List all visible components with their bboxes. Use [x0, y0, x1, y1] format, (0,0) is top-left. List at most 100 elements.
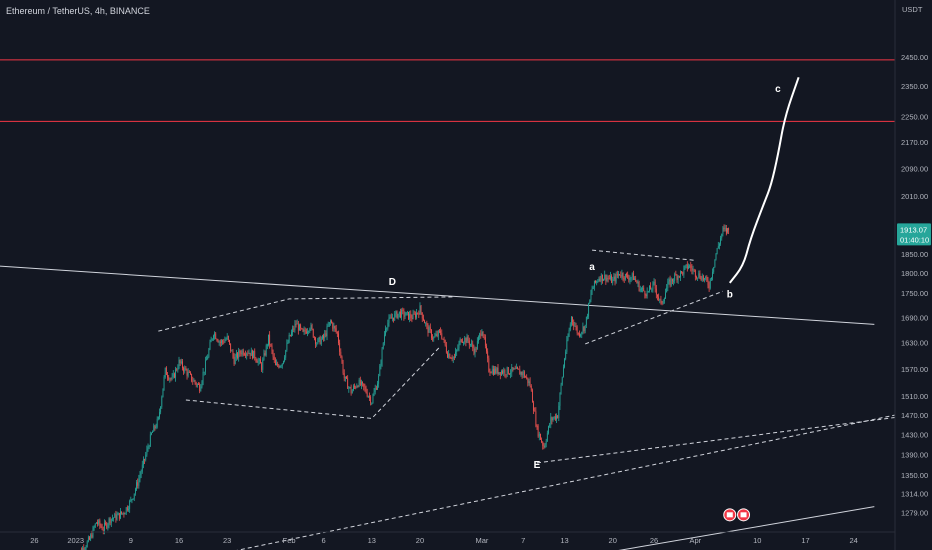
candle: [225, 337, 227, 342]
candle: [623, 276, 625, 284]
trendline-0[interactable]: [0, 265, 875, 325]
candle: [115, 510, 117, 523]
candle: [300, 323, 302, 331]
candle: [511, 363, 513, 377]
candle: [419, 302, 421, 315]
candle: [483, 334, 485, 340]
candle: [629, 275, 631, 285]
trendline-1[interactable]: [185, 345, 441, 419]
candle: [155, 423, 157, 430]
candle: [599, 275, 601, 283]
candle: [694, 269, 696, 281]
trendline-5[interactable]: [585, 290, 724, 345]
candle: [632, 270, 634, 281]
flag-icon[interactable]: [737, 508, 751, 522]
candle: [699, 270, 701, 280]
price-tick-label: 1350.00: [901, 471, 928, 480]
candle: [580, 333, 582, 338]
candle: [502, 369, 503, 375]
candle: [675, 270, 677, 276]
candle: [590, 289, 592, 303]
flag-icon[interactable]: [723, 508, 737, 522]
candle: [107, 522, 109, 531]
candle: [123, 511, 125, 518]
candle: [497, 364, 499, 376]
candle: [383, 331, 385, 346]
candle: [484, 334, 486, 349]
candle: [528, 378, 530, 386]
time-tick-label: 23: [223, 536, 231, 545]
candle: [346, 375, 347, 380]
candle: [649, 285, 650, 293]
candle: [169, 377, 171, 383]
trendline-2[interactable]: [158, 296, 455, 332]
candle: [714, 259, 716, 268]
wave-label-c: c: [775, 84, 781, 95]
candle: [689, 264, 691, 269]
candle: [213, 334, 214, 341]
candle: [152, 430, 154, 434]
candle: [662, 299, 664, 305]
candle: [224, 336, 226, 344]
candle: [635, 275, 637, 283]
candle: [177, 364, 179, 373]
candle: [719, 242, 720, 250]
candle: [364, 383, 366, 392]
candle: [168, 375, 170, 381]
trendline-6[interactable]: [592, 249, 696, 261]
candle: [582, 322, 584, 335]
candle: [658, 293, 660, 302]
candle: [406, 310, 408, 316]
candle: [647, 290, 649, 293]
price-axis[interactable]: USDT 2450.00 2350.00 2250.00 2170.00 2090.00 2…: [894, 0, 932, 550]
candle: [195, 381, 197, 388]
price-tick-label: 1470.00: [901, 411, 928, 420]
candle: [252, 349, 253, 360]
candle: [199, 382, 201, 394]
candle: [412, 309, 414, 320]
candle: [436, 330, 438, 338]
candle: [707, 276, 709, 289]
price-axis-panel: [895, 0, 932, 550]
projection-curve[interactable]: [728, 77, 800, 284]
candle: [390, 313, 392, 319]
candle: [343, 369, 345, 382]
candle: [498, 372, 500, 375]
candle: [650, 282, 651, 290]
trendline-4[interactable]: [536, 416, 896, 464]
candle: [317, 337, 319, 345]
candle: [639, 285, 641, 293]
candle: [542, 440, 544, 450]
candle: [120, 507, 121, 520]
trendline-7[interactable]: [613, 506, 875, 550]
candle: [491, 365, 493, 375]
candle: [636, 280, 638, 284]
candle: [258, 357, 260, 365]
candle: [536, 424, 538, 430]
candle: [482, 331, 484, 338]
candle: [465, 337, 467, 347]
candle: [685, 264, 687, 269]
candle: [682, 271, 684, 276]
candle: [378, 373, 380, 388]
candle: [316, 342, 318, 347]
candle: [193, 378, 195, 382]
candle: [206, 355, 207, 361]
candle: [468, 337, 470, 349]
candle: [661, 300, 663, 306]
symbol-title[interactable]: Ethereum / TetherUS, 4h, BINANCE: [6, 6, 150, 16]
candle: [568, 327, 570, 338]
candle: [311, 323, 313, 331]
candle: [518, 368, 520, 370]
candle: [264, 350, 266, 357]
candle: [149, 431, 151, 448]
time-axis[interactable]: 26 2023 9 16 23 Feb 6 13 20 Mar 7 13 20 26 Apr 10 17 24: [0, 531, 895, 545]
candle: [600, 273, 602, 286]
candle: [657, 294, 658, 301]
candle: [313, 336, 315, 341]
candle: [589, 299, 591, 305]
trendline-3[interactable]: [220, 414, 896, 550]
candle: [153, 423, 155, 432]
